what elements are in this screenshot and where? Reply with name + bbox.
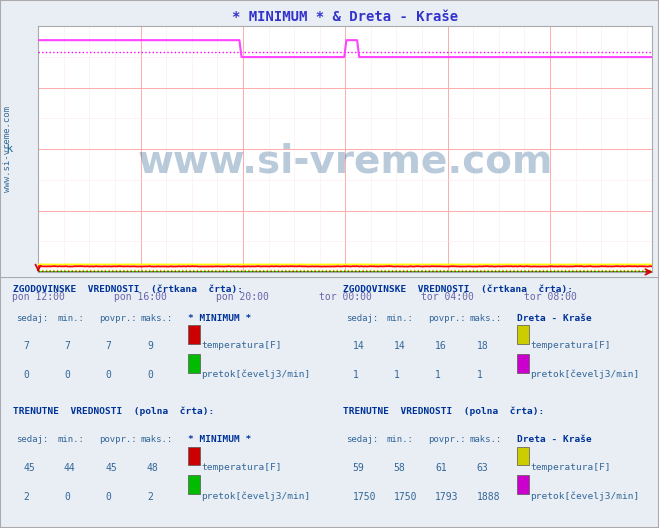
Bar (517, 354, 529, 373)
Text: 0: 0 (23, 370, 29, 380)
Text: Dreta - Kraše: Dreta - Kraše (517, 314, 592, 323)
Text: 44: 44 (64, 463, 76, 473)
Text: 1: 1 (435, 370, 441, 380)
Text: 0: 0 (105, 370, 111, 380)
Text: * MINIMUM *: * MINIMUM * (188, 314, 251, 323)
Text: pon 20:00: pon 20:00 (217, 291, 270, 301)
Text: min.:: min.: (387, 435, 414, 444)
Text: 0: 0 (147, 370, 153, 380)
Text: 61: 61 (435, 463, 447, 473)
Bar (188, 354, 200, 373)
Text: tor 08:00: tor 08:00 (524, 291, 577, 301)
Text: www.si-vreme.com: www.si-vreme.com (138, 143, 553, 181)
Text: sedaj:: sedaj: (346, 435, 378, 444)
Text: 1: 1 (393, 370, 399, 380)
Text: pretok[čevelj3/min]: pretok[čevelj3/min] (201, 492, 310, 501)
Text: maks.:: maks.: (470, 435, 502, 444)
Text: 16: 16 (435, 341, 447, 351)
Text: pretok[čevelj3/min]: pretok[čevelj3/min] (201, 370, 310, 380)
Text: 0: 0 (64, 492, 70, 502)
Text: pon 12:00: pon 12:00 (12, 291, 65, 301)
Text: TRENUTNE  VREDNOSTI  (polna  črta):: TRENUTNE VREDNOSTI (polna črta): (343, 407, 544, 416)
Text: 1 k: 1 k (0, 144, 14, 154)
Title: * MINIMUM * & Dreta - Kraše: * MINIMUM * & Dreta - Kraše (232, 10, 459, 24)
Text: 14: 14 (353, 341, 364, 351)
Text: temperatura[F]: temperatura[F] (530, 341, 611, 350)
Text: pretok[čevelj3/min]: pretok[čevelj3/min] (530, 370, 640, 380)
Text: sedaj:: sedaj: (346, 314, 378, 323)
Text: 18: 18 (476, 341, 488, 351)
Text: Dreta - Kraše: Dreta - Kraše (517, 435, 592, 444)
Text: TRENUTNE  VREDNOSTI  (polna  črta):: TRENUTNE VREDNOSTI (polna črta): (13, 407, 214, 416)
Text: 48: 48 (147, 463, 159, 473)
Text: 7: 7 (23, 341, 29, 351)
Text: min.:: min.: (57, 435, 84, 444)
Text: 1750: 1750 (353, 492, 376, 502)
Text: temperatura[F]: temperatura[F] (201, 341, 281, 350)
Text: 14: 14 (393, 341, 405, 351)
Text: 0: 0 (105, 492, 111, 502)
Text: sedaj:: sedaj: (16, 314, 49, 323)
Text: povpr.:: povpr.: (428, 435, 466, 444)
Bar (517, 447, 529, 465)
Text: www.si-vreme.com: www.si-vreme.com (3, 106, 13, 192)
Text: pon 16:00: pon 16:00 (114, 291, 167, 301)
Text: povpr.:: povpr.: (99, 314, 136, 323)
Text: 1: 1 (476, 370, 482, 380)
Bar (188, 475, 200, 494)
Text: 0: 0 (64, 370, 70, 380)
Text: ZGODOVINSKE  VREDNOSTI  (črtkana  črta):: ZGODOVINSKE VREDNOSTI (črtkana črta): (13, 285, 243, 294)
Text: maks.:: maks.: (470, 314, 502, 323)
Bar (517, 475, 529, 494)
Text: min.:: min.: (387, 314, 414, 323)
Text: pretok[čevelj3/min]: pretok[čevelj3/min] (530, 492, 640, 501)
Bar (188, 447, 200, 465)
Text: 1: 1 (353, 370, 358, 380)
Text: povpr.:: povpr.: (428, 314, 466, 323)
Text: 7: 7 (105, 341, 111, 351)
Text: 1793: 1793 (435, 492, 459, 502)
Text: tor 00:00: tor 00:00 (319, 291, 372, 301)
Text: maks.:: maks.: (140, 314, 173, 323)
Text: 7: 7 (64, 341, 70, 351)
Text: temperatura[F]: temperatura[F] (530, 463, 611, 472)
Text: povpr.:: povpr.: (99, 435, 136, 444)
Text: min.:: min.: (57, 314, 84, 323)
Text: 45: 45 (105, 463, 117, 473)
Text: 2: 2 (147, 492, 153, 502)
Text: 1750: 1750 (393, 492, 417, 502)
Bar (188, 325, 200, 344)
Text: * MINIMUM *: * MINIMUM * (188, 435, 251, 444)
Text: tor 04:00: tor 04:00 (421, 291, 474, 301)
Bar (517, 325, 529, 344)
Text: 1888: 1888 (476, 492, 500, 502)
Text: ZGODOVINSKE  VREDNOSTI  (črtkana  črta):: ZGODOVINSKE VREDNOSTI (črtkana črta): (343, 285, 573, 294)
Text: 58: 58 (393, 463, 405, 473)
Text: 63: 63 (476, 463, 488, 473)
Text: maks.:: maks.: (140, 435, 173, 444)
Text: 45: 45 (23, 463, 35, 473)
Text: 59: 59 (353, 463, 364, 473)
Text: sedaj:: sedaj: (16, 435, 49, 444)
Text: temperatura[F]: temperatura[F] (201, 463, 281, 472)
Text: 9: 9 (147, 341, 153, 351)
Text: 2: 2 (23, 492, 29, 502)
